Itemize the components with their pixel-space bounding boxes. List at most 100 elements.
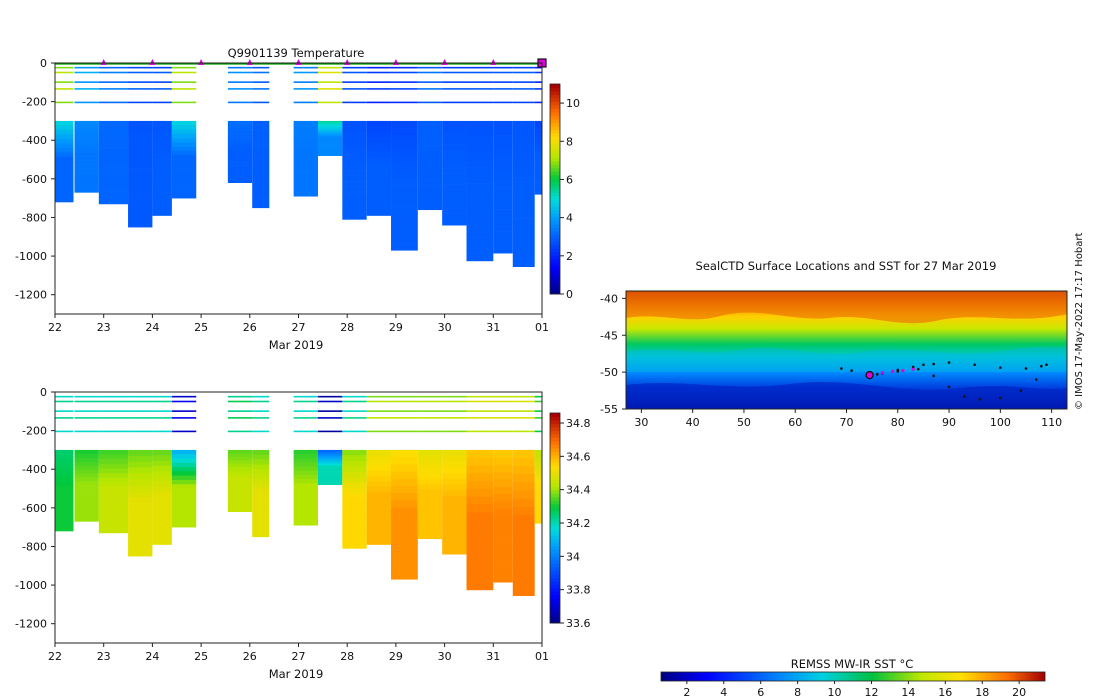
profile-cell	[252, 469, 270, 475]
shallow-sample	[293, 417, 318, 419]
profile-cell	[534, 141, 542, 146]
map-y-tick-label: -45	[600, 329, 618, 342]
colorbar-segment	[550, 161, 560, 165]
shallow-sample	[171, 101, 197, 104]
profile-cell	[152, 534, 172, 540]
profile-cell	[128, 538, 153, 545]
track-point	[1019, 389, 1023, 392]
profile-cell	[466, 481, 494, 490]
shallow-sample	[534, 395, 542, 398]
temperature-panel: Q9901139 Temperature 22 23 24 25 26 27 28 29 30 3…	[15, 46, 580, 352]
profile-cell	[128, 179, 153, 187]
shallow-sample	[317, 430, 343, 433]
profile-cell	[466, 543, 494, 552]
profile-cell	[417, 140, 443, 146]
profile-cell	[366, 205, 392, 211]
profile-cell	[152, 523, 172, 530]
profile-cell	[534, 515, 542, 520]
profile-cell	[152, 528, 172, 535]
x-tick-label: 23	[97, 321, 111, 334]
profile-cell	[252, 164, 270, 170]
profile-cell	[293, 462, 318, 467]
shallow-sample	[55, 88, 74, 90]
shallow-sample	[98, 430, 129, 433]
salinity-axes: 22 23 24 25 26 27 28 29 30 31 01 0 -200 -400 -600 -800 -…	[15, 386, 549, 663]
profile-cell	[493, 238, 513, 247]
colorbar-segment	[550, 157, 560, 162]
colorbar-segment	[550, 493, 560, 498]
recent-track-point	[901, 369, 905, 373]
colorbar-tick-label: 2	[566, 250, 573, 263]
temperature-profiles	[55, 66, 542, 267]
colorbar-tick-label: 34.2	[566, 517, 591, 530]
shallow-sample	[227, 430, 253, 433]
colorbar-segment	[550, 220, 560, 225]
map-x-tick-label: 30	[634, 416, 648, 429]
colorbar-segment	[550, 616, 560, 620]
shallow-sample	[293, 395, 318, 398]
colorbar-tick-label: 33.6	[566, 617, 591, 630]
x-tick-label: 01	[535, 650, 549, 663]
profile-cell	[55, 526, 74, 532]
temperature-xlabel: Mar 2019	[269, 338, 324, 352]
profile-cell	[98, 190, 129, 196]
colorbar-tick-label: 10	[566, 97, 580, 110]
profile-cell	[534, 458, 542, 463]
colorbar-tick-label: 34.4	[566, 484, 591, 497]
colorbar-segment	[550, 619, 560, 624]
shallow-sample	[227, 417, 253, 419]
profile-cell	[152, 183, 172, 190]
profile-cell	[227, 501, 253, 506]
profile-cell	[152, 497, 172, 503]
profile-cell	[366, 523, 392, 530]
profile-cell	[128, 150, 153, 157]
profile-cell	[342, 153, 367, 160]
x-tick-label: 26	[243, 321, 257, 334]
shallow-sample	[252, 71, 270, 74]
colorbar-segment	[550, 560, 560, 564]
profile-cell	[55, 494, 74, 500]
profile-cell	[227, 144, 253, 149]
shallow-sample	[55, 395, 74, 398]
profile-cell	[512, 498, 535, 507]
shallow-sample	[171, 410, 197, 412]
profile-cell	[74, 517, 99, 522]
profile-cell	[293, 466, 318, 472]
track-point	[916, 367, 920, 371]
shallow-sample	[493, 430, 513, 433]
shallow-sample	[317, 417, 343, 419]
shallow-sample	[534, 88, 542, 90]
profile-cell	[493, 128, 513, 136]
profile-cell	[317, 453, 343, 457]
profile-cell	[128, 197, 153, 204]
profile-cell	[466, 144, 494, 153]
x-tick-label: 31	[486, 650, 500, 663]
profile-cell	[391, 171, 418, 179]
shallow-sample	[98, 417, 129, 419]
profile-cell	[534, 502, 542, 508]
profile-cell	[493, 165, 513, 173]
profile-cell	[252, 140, 270, 146]
profile-cell	[128, 168, 153, 175]
profile-cell	[417, 528, 443, 535]
profile-cell	[293, 504, 318, 509]
profile-cell	[293, 192, 318, 197]
profile-cell	[74, 136, 99, 142]
colorbar-segment	[550, 420, 560, 424]
shallow-sample	[534, 430, 542, 433]
profile-cell	[74, 148, 99, 153]
profile-cell	[98, 171, 129, 177]
profile-cell	[466, 488, 494, 497]
profile-cell	[171, 138, 197, 143]
profile-cell	[317, 134, 343, 137]
profile-cell	[227, 508, 253, 513]
profile-cell	[293, 500, 318, 505]
profile-cell	[293, 141, 318, 147]
profile-cell	[74, 461, 99, 467]
recent-track-point	[911, 367, 915, 371]
profile-cell	[442, 473, 467, 480]
profile-marker	[100, 59, 107, 65]
shallow-sample	[317, 71, 343, 74]
profile-cell	[366, 502, 392, 509]
colorbar-segment	[550, 444, 560, 449]
